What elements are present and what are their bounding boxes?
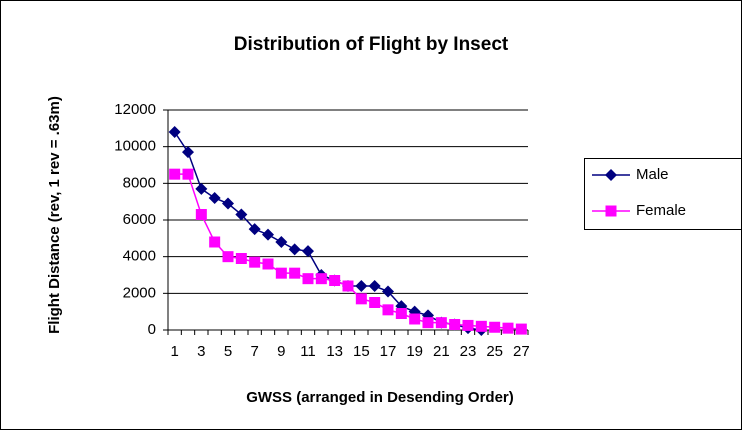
data-point (235, 208, 248, 221)
x-tick-label: 15 (353, 343, 370, 360)
data-point (182, 168, 194, 180)
data-point (502, 322, 514, 334)
data-point (169, 168, 181, 180)
data-point (262, 258, 274, 270)
data-point (515, 323, 527, 335)
data-point (382, 304, 394, 316)
y-tick-label: 2000 (123, 284, 156, 301)
data-point (409, 313, 421, 325)
y-tick-label: 10000 (114, 138, 156, 155)
data-point (462, 319, 474, 331)
data-point (475, 320, 487, 332)
x-tick-label: 13 (326, 343, 343, 360)
data-point (449, 319, 461, 330)
data-point (222, 197, 234, 210)
y-tick-label: 0 (148, 321, 156, 338)
x-tick-label: 25 (486, 343, 503, 360)
data-point (182, 146, 194, 159)
x-tick-label: 5 (224, 343, 232, 360)
data-point (209, 236, 221, 248)
data-point (395, 308, 407, 319)
x-tick-label: 21 (433, 343, 450, 360)
x-tick-label: 3 (197, 343, 205, 360)
data-point (355, 293, 367, 305)
data-point (275, 267, 287, 279)
data-point (369, 297, 381, 308)
data-point (368, 280, 381, 292)
data-point (262, 228, 274, 241)
x-tick-label: 11 (300, 343, 316, 360)
data-point (315, 273, 327, 285)
data-point (422, 317, 434, 329)
x-tick-label: 7 (250, 343, 258, 360)
y-tick-label: 12000 (114, 101, 156, 118)
legend-marker (605, 205, 617, 217)
legend-marker (605, 169, 617, 181)
x-axis-label: GWSS (arranged in Desending Order) (246, 389, 514, 406)
x-tick-label: 23 (460, 343, 477, 360)
data-point (195, 209, 207, 220)
y-axis-label: Flight Distance (rev, 1 rev = .63m) (46, 96, 63, 334)
data-point (195, 182, 208, 195)
data-point (302, 273, 314, 285)
y-tick-label: 8000 (123, 174, 156, 191)
data-point (208, 192, 221, 204)
data-point (342, 280, 354, 292)
data-point (275, 236, 288, 248)
x-tick-label: 1 (170, 343, 178, 360)
data-point (435, 317, 447, 329)
data-point (168, 126, 181, 138)
data-point (235, 253, 247, 264)
legend-label: Female (636, 202, 686, 219)
data-point (289, 267, 301, 279)
data-point (222, 251, 234, 263)
x-tick-label: 19 (406, 343, 423, 360)
x-tick-label: 27 (513, 343, 530, 360)
data-point (302, 245, 314, 258)
data-point (355, 280, 368, 292)
data-point (329, 275, 341, 286)
data-point (382, 285, 394, 298)
legend-label: Male (636, 166, 669, 183)
data-point (288, 243, 301, 256)
x-tick-label: 9 (277, 343, 285, 360)
y-tick-label: 4000 (123, 248, 156, 265)
data-point (248, 223, 261, 236)
data-point (489, 321, 501, 333)
data-point (249, 256, 261, 268)
chart-title: Distribution of Flight by Insect (234, 34, 509, 55)
x-tick-label: 17 (380, 343, 397, 360)
y-tick-label: 6000 (123, 211, 156, 228)
